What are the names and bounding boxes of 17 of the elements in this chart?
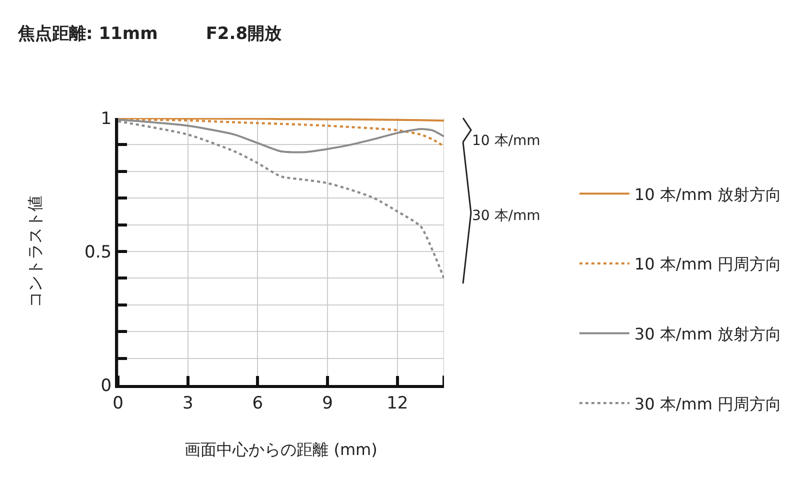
y-tick-label: 0	[100, 376, 112, 396]
x-tick-label: 9	[322, 393, 333, 414]
y-tick-label: 1	[100, 108, 112, 129]
text: 30 本/mm	[472, 208, 540, 224]
y-tick-label: 0.5	[84, 242, 112, 262]
text: 10 本/mm	[472, 133, 540, 149]
chart-title: 焦点距離: 11mm	[18, 24, 158, 44]
legend-label: 10 本/mm 円周方向	[634, 254, 782, 274]
x-axis-title: 画面中心からの距離 (mm)	[184, 440, 378, 460]
x-tick-label: 3	[182, 393, 194, 414]
x-tick-label: 12	[386, 393, 408, 414]
x-tick-label: 6	[252, 393, 264, 414]
chart-subtitle: F2.8開放	[206, 24, 282, 44]
legend-label: 30 本/mm 円周方向	[634, 394, 782, 414]
legend-label: 30 本/mm 放射方向	[634, 324, 782, 344]
y-axis-title: コントラスト値	[25, 196, 44, 308]
legend-label: 10 本/mm 放射方向	[634, 184, 782, 204]
